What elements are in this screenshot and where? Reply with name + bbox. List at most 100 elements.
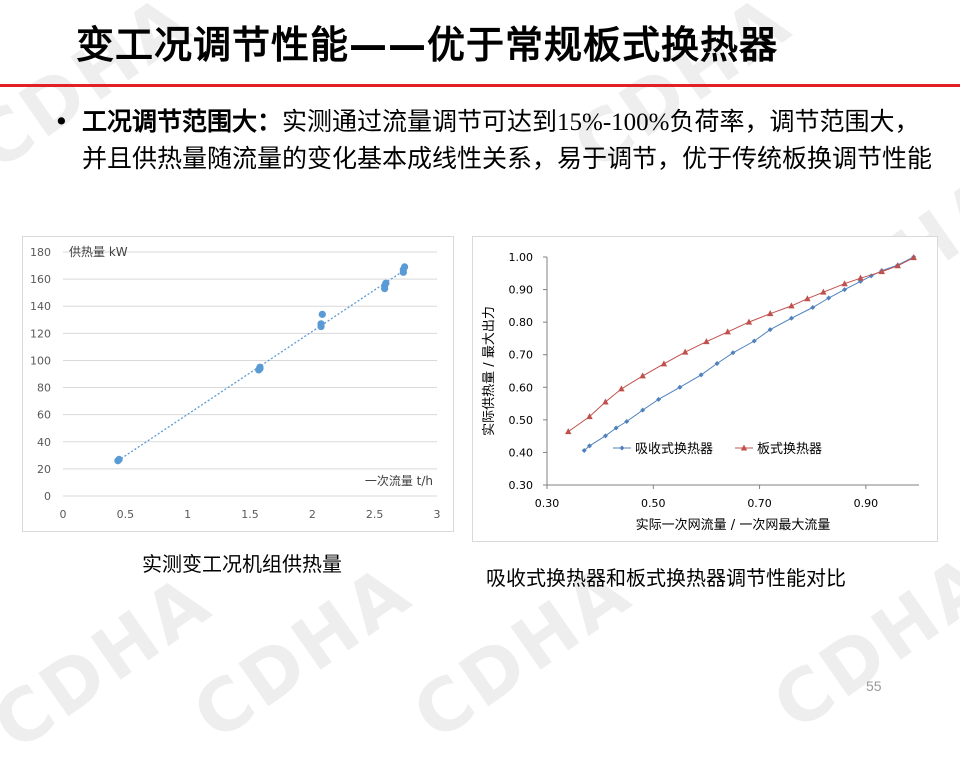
data-point bbox=[681, 348, 689, 355]
slide-title: 变工况调节性能——优于常规板式换热器 bbox=[76, 23, 779, 67]
data-point bbox=[910, 254, 917, 261]
data-point bbox=[703, 338, 710, 345]
data-point bbox=[602, 433, 608, 439]
x-tick-label: 0.70 bbox=[747, 497, 772, 510]
y-tick-label: 1.00 bbox=[509, 251, 534, 264]
y-tick-label: 140 bbox=[30, 300, 51, 313]
legend-label: 吸收式换热器 bbox=[635, 442, 713, 457]
x-tick-label: 1.5 bbox=[241, 508, 259, 521]
data-point bbox=[602, 398, 609, 405]
data-point bbox=[318, 310, 326, 318]
data-point bbox=[858, 278, 864, 284]
data-point bbox=[788, 302, 795, 309]
data-point bbox=[767, 310, 774, 317]
heat-supply-chart: 0 20 40 60 80 100 120 140 160 180 0 0.5 1 1.5 2 2.5 3 供热量… bbox=[22, 236, 454, 532]
x-tick-label: 0.90 bbox=[854, 497, 879, 510]
data-point bbox=[656, 396, 662, 402]
data-point bbox=[810, 304, 816, 310]
data-point bbox=[565, 428, 572, 435]
data-point bbox=[586, 413, 593, 420]
data-point bbox=[745, 318, 753, 325]
bullet-marker: • bbox=[54, 107, 69, 136]
bullet-text: 工况调节范围大：实测通过流量调节可达到15%-100%负荷率，调节范围大，并且供… bbox=[82, 104, 934, 177]
data-point bbox=[767, 327, 773, 333]
data-point bbox=[660, 360, 668, 367]
bullet-point: • 工况调节范围大：实测通过流量调节可达到15%-100%负荷率，调节范围大，并… bbox=[54, 104, 934, 177]
y-tick-label: 160 bbox=[30, 273, 51, 286]
x-tick-label: 2 bbox=[309, 508, 316, 521]
x-tick-label: 2.5 bbox=[366, 508, 384, 521]
data-point bbox=[587, 443, 593, 449]
data-point bbox=[894, 262, 901, 269]
legend-marker bbox=[740, 444, 748, 451]
data-point bbox=[639, 372, 646, 379]
data-point bbox=[841, 280, 848, 287]
data-point bbox=[842, 287, 848, 293]
data-point bbox=[714, 361, 720, 367]
data-point bbox=[698, 372, 704, 378]
y-tick-label: 20 bbox=[37, 463, 51, 476]
data-point bbox=[857, 274, 864, 281]
legend-marker bbox=[619, 445, 625, 451]
y-tick-label: 0.30 bbox=[509, 479, 534, 492]
data-point bbox=[618, 385, 625, 392]
title-divider bbox=[0, 84, 960, 87]
page-number: 55 bbox=[866, 678, 882, 694]
y-tick-label: 60 bbox=[37, 409, 51, 422]
y-tick-label: 0.50 bbox=[509, 414, 534, 427]
y-tick-label: 80 bbox=[37, 382, 51, 395]
y-tick-label: 100 bbox=[30, 354, 51, 367]
y-tick-label: 0.70 bbox=[509, 349, 534, 362]
x-tick-label: 0.30 bbox=[535, 497, 560, 510]
x-tick-label: 0 bbox=[60, 508, 67, 521]
data-point bbox=[382, 279, 390, 287]
data-point bbox=[640, 407, 646, 413]
legend-label: 板式换热器 bbox=[757, 442, 822, 457]
x-tick-label: 0.50 bbox=[641, 497, 666, 510]
data-point bbox=[256, 364, 264, 373]
bullet-range: 15%-100% bbox=[557, 109, 670, 136]
y-tick-label: 0 bbox=[44, 490, 51, 503]
data-point bbox=[400, 263, 409, 271]
bullet-lead: 工况调节范围大： bbox=[82, 107, 283, 136]
caption-left: 实测变工况机组供热量 bbox=[142, 552, 342, 576]
y-tick-label: 0.80 bbox=[509, 316, 534, 329]
x-tick-label: 0.5 bbox=[117, 508, 135, 521]
data-point bbox=[724, 328, 731, 335]
x-tick-label: 1 bbox=[184, 508, 191, 521]
y-tick-label: 120 bbox=[30, 327, 51, 340]
data-point bbox=[317, 320, 325, 328]
data-point bbox=[820, 288, 827, 295]
data-point bbox=[788, 315, 794, 321]
regulation-comparison-chart: 0.30 0.40 0.50 0.60 0.70 0.80 0.90 1.00 0.30 0.50… bbox=[472, 236, 938, 542]
heat-supply-chart-svg: 0 20 40 60 80 100 120 140 160 180 0 0.5 1 1.5 2 2.5 3 供热量… bbox=[30, 245, 441, 521]
x-axis-label: 一次流量 t/h bbox=[365, 474, 433, 488]
series-line bbox=[583, 256, 914, 451]
y-tick-label: 0.60 bbox=[509, 381, 534, 394]
bullet-pre: 实测通过流量调节可达到 bbox=[282, 107, 558, 136]
x-axis-label: 实际一次网流量 / 一次网最大流量 bbox=[636, 517, 831, 533]
data-point bbox=[624, 418, 630, 424]
x-tick-label: 3 bbox=[434, 508, 441, 521]
bullet-post: 负荷率，调节范围大，并且供热量随流量的变化基本成线性关系，易于调节，优于传统板换… bbox=[82, 107, 933, 173]
y-tick-label: 0.90 bbox=[509, 284, 534, 297]
watermark: CDHA bbox=[178, 547, 427, 757]
y-axis-label: 实际供热量 / 最大出力 bbox=[482, 306, 497, 436]
data-point bbox=[804, 295, 811, 302]
data-point bbox=[115, 455, 123, 463]
data-point bbox=[878, 268, 885, 275]
caption-right: 吸收式换热器和板式换热器调节性能对比 bbox=[486, 566, 846, 590]
data-point bbox=[826, 295, 832, 301]
data-point bbox=[581, 447, 587, 453]
y-axis-label: 供热量 kW bbox=[69, 245, 128, 259]
y-tick-label: 180 bbox=[30, 246, 51, 259]
y-tick-label: 0.40 bbox=[509, 446, 534, 459]
data-point bbox=[677, 384, 683, 390]
data-point bbox=[613, 425, 619, 431]
data-point bbox=[751, 338, 757, 344]
y-tick-label: 40 bbox=[37, 436, 51, 449]
series-line bbox=[568, 257, 914, 433]
regulation-comparison-chart-svg: 0.30 0.40 0.50 0.60 0.70 0.80 0.90 1.00 0.30 0.50… bbox=[482, 251, 919, 533]
watermark: CDHA bbox=[0, 557, 227, 767]
data-point bbox=[730, 350, 736, 356]
